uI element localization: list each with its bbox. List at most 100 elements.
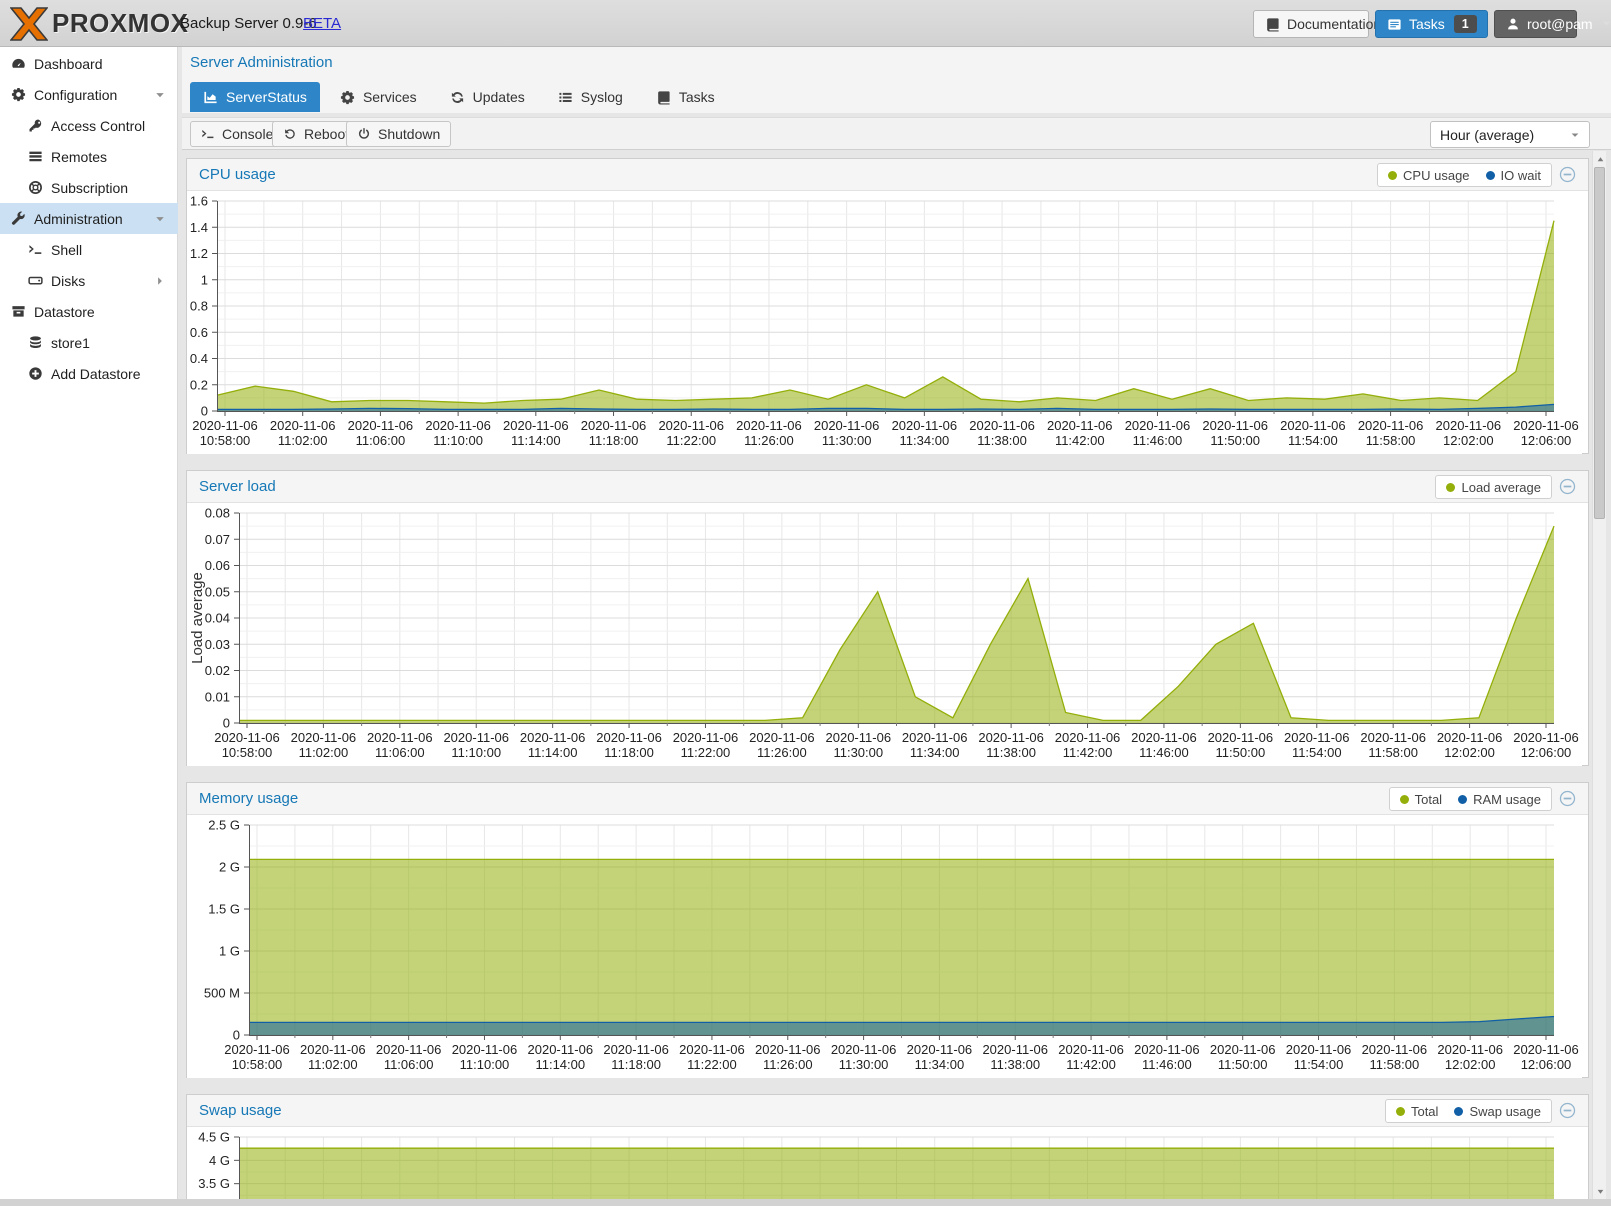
- svg-text:1.2: 1.2: [190, 246, 208, 261]
- arrow-up-icon: [1597, 156, 1603, 161]
- svg-text:0.6: 0.6: [190, 325, 208, 340]
- scroll-down-button[interactable]: [1593, 1184, 1607, 1198]
- svg-text:0.4: 0.4: [190, 351, 208, 366]
- documentation-button[interactable]: Documentation: [1253, 10, 1381, 38]
- svg-text:0: 0: [233, 1028, 240, 1043]
- svg-text:2020-11-06: 2020-11-06: [1210, 1042, 1276, 1057]
- scrollbar-thumb[interactable]: [1594, 167, 1605, 519]
- svg-text:11:14:00: 11:14:00: [535, 1057, 585, 1072]
- beta-link[interactable]: BETA: [303, 15, 342, 32]
- sidebar-item-datastore[interactable]: Datastore: [0, 296, 178, 327]
- legend-item[interactable]: IO wait: [1485, 167, 1541, 183]
- proxmox-logo-icon: [10, 7, 48, 41]
- svg-text:12:02:00: 12:02:00: [1444, 745, 1495, 760]
- legend-dot: [1446, 482, 1456, 492]
- svg-text:12:06:00: 12:06:00: [1521, 433, 1572, 448]
- tasks-button[interactable]: Tasks 1: [1375, 10, 1488, 38]
- sidebar-item-add-datastore[interactable]: Add Datastore: [0, 358, 178, 389]
- chevron-down-icon: [1602, 21, 1610, 26]
- svg-text:0.01: 0.01: [205, 689, 230, 704]
- svg-text:12:02:00: 12:02:00: [1443, 433, 1494, 448]
- svg-text:Load average: Load average: [189, 572, 206, 664]
- undo-icon: [285, 129, 295, 139]
- sidebar-item-configuration[interactable]: Configuration: [0, 79, 178, 110]
- legend-item[interactable]: RAM usage: [1458, 792, 1541, 807]
- tab-updates[interactable]: Updates: [437, 82, 538, 112]
- sidebar-item-label: Datastore: [34, 303, 95, 320]
- legend-label: IO wait: [1500, 167, 1541, 183]
- tab-services[interactable]: Services: [327, 82, 430, 112]
- legend-item[interactable]: Total: [1395, 1103, 1439, 1119]
- chevron-down-icon: [156, 92, 164, 97]
- legend-label: Total: [1410, 1103, 1439, 1119]
- tab-label: Updates: [472, 89, 525, 105]
- collapse-panel-button[interactable]: [1559, 1102, 1576, 1119]
- svg-text:2020-11-06: 2020-11-06: [503, 418, 569, 433]
- brand-text: PROXMOX: [52, 8, 189, 38]
- scroll-up-button[interactable]: [1593, 152, 1607, 166]
- legend-item[interactable]: Total: [1399, 792, 1442, 807]
- collapse-panel-button[interactable]: [1559, 478, 1576, 495]
- tab-serverstatus[interactable]: ServerStatus: [190, 82, 320, 112]
- gears-icon: [340, 90, 354, 104]
- minus-circle-icon: [1559, 166, 1576, 183]
- vertical-scrollbar[interactable]: [1592, 151, 1606, 1199]
- svg-text:11:22:00: 11:22:00: [687, 1057, 737, 1072]
- sidebar-item-subscription[interactable]: Subscription: [0, 172, 178, 203]
- console-button[interactable]: Console: [190, 121, 285, 147]
- timeframe-select[interactable]: Hour (average): [1430, 121, 1590, 148]
- minus-circle-icon: [1559, 478, 1576, 495]
- sidebar-item-label: Configuration: [34, 86, 118, 103]
- reboot-button[interactable]: Reboot: [272, 121, 361, 147]
- svg-text:11:54:00: 11:54:00: [1292, 745, 1342, 760]
- task-list-icon: [1388, 18, 1401, 30]
- sidebar-item-shell[interactable]: Shell: [0, 234, 178, 265]
- collapse-panel-button[interactable]: [1559, 166, 1576, 183]
- chart-legend: Total RAM usage: [1388, 787, 1552, 811]
- svg-text:2020-11-06: 2020-11-06: [367, 730, 433, 745]
- legend-dot: [1388, 170, 1398, 180]
- legend-item[interactable]: Swap usage: [1454, 1104, 1541, 1119]
- legend-item[interactable]: Load average: [1446, 480, 1541, 495]
- shutdown-button[interactable]: Shutdown: [346, 121, 452, 147]
- server-load-panel: Server load Load average 0 0.01 0.02 0.03 0.…: [186, 470, 1589, 766]
- tab-syslog[interactable]: Syslog: [545, 82, 636, 112]
- collapse-panel-button[interactable]: [1559, 790, 1576, 807]
- svg-text:2020-11-06: 2020-11-06: [1055, 730, 1121, 745]
- tab-tasks[interactable]: Tasks: [643, 82, 728, 112]
- svg-text:2020-11-06: 2020-11-06: [1125, 418, 1191, 433]
- svg-text:2020-11-06: 2020-11-06: [1047, 418, 1113, 433]
- svg-text:11:14:00: 11:14:00: [511, 433, 561, 448]
- svg-text:2020-11-06: 2020-11-06: [376, 1042, 442, 1057]
- legend-item[interactable]: CPU usage: [1388, 168, 1470, 183]
- sidebar-item-dashboard[interactable]: Dashboard: [0, 48, 178, 79]
- sidebar-item-store1[interactable]: store1: [0, 327, 178, 358]
- archive-icon: [12, 306, 25, 317]
- svg-text:11:38:00: 11:38:00: [990, 1057, 1040, 1072]
- tab-label: Tasks: [678, 89, 715, 105]
- svg-text:2 G: 2 G: [219, 860, 240, 875]
- svg-text:11:34:00: 11:34:00: [900, 433, 950, 448]
- user-menu-button[interactable]: root@pam: [1494, 10, 1610, 38]
- svg-text:12:06:00: 12:06:00: [1521, 1057, 1572, 1072]
- svg-text:0.04: 0.04: [205, 611, 230, 626]
- svg-text:2.5 G: 2.5 G: [208, 818, 240, 833]
- sidebar-item-label: Dashboard: [34, 55, 103, 72]
- svg-text:11:02:00: 11:02:00: [308, 1057, 358, 1072]
- svg-text:11:34:00: 11:34:00: [910, 745, 960, 760]
- sidebar-item-remotes[interactable]: Remotes: [0, 141, 178, 172]
- svg-text:11:26:00: 11:26:00: [757, 745, 807, 760]
- panel-title: Server load: [199, 478, 276, 495]
- bottom-edge: [0, 1199, 1611, 1206]
- wrench-icon: [11, 211, 25, 225]
- svg-text:0.8: 0.8: [190, 299, 208, 314]
- sidebar-item-disks[interactable]: Disks: [0, 265, 178, 296]
- sidebar-item-access-control[interactable]: Access Control: [0, 110, 178, 141]
- chart-legend: Load average: [1435, 475, 1552, 499]
- toolbar: Console Reboot Shutdown Hour (average): [182, 117, 1611, 150]
- life-ring-icon: [29, 181, 42, 194]
- user-icon: [1508, 18, 1518, 30]
- svg-text:12:02:00: 12:02:00: [1445, 1057, 1496, 1072]
- sidebar-item-administration[interactable]: Administration: [0, 203, 178, 234]
- app-header: PROXMOX Backup Server 0.9-6 BETA Documen…: [0, 0, 1611, 47]
